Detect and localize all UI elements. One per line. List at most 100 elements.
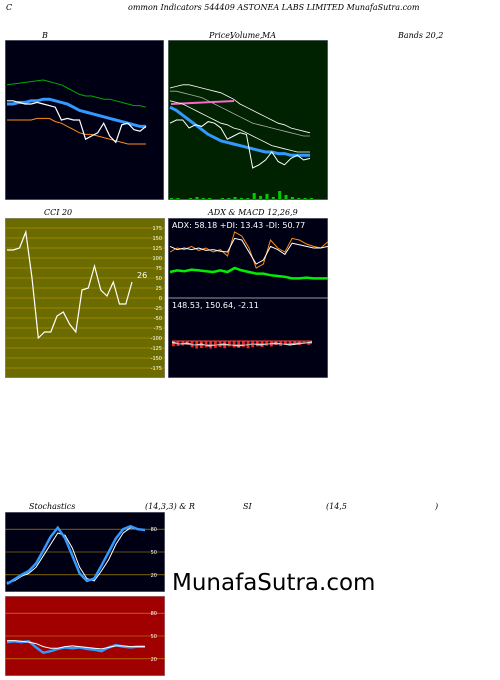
- osc-tick-label: 80: [151, 611, 157, 617]
- ma-label: MA: [262, 31, 276, 40]
- volume-bar: [189, 198, 193, 199]
- stoch-lines: [6, 524, 146, 585]
- adx-orange-line: [169, 231, 328, 269]
- osc-tick-label: 20: [151, 657, 157, 663]
- volume-bar: [290, 197, 294, 199]
- volume-bar: [176, 198, 180, 199]
- macd-panel: 148.53, 150.64, -2.11: [168, 298, 328, 378]
- macd-bars: [171, 340, 313, 349]
- volume-bar: [303, 198, 307, 199]
- price-label: Price,: [209, 31, 233, 40]
- cci-tick-label: -100: [151, 336, 162, 342]
- macd-signal-line: [171, 342, 312, 346]
- cci-tick-label: 75: [156, 266, 162, 272]
- macd-hist-bar: [214, 341, 217, 348]
- cci-tick-label: -125: [151, 346, 162, 352]
- cci-tick-label: -75: [154, 326, 162, 332]
- osc-tick-label: 50: [151, 550, 157, 556]
- macd-hist-bar: [242, 341, 245, 347]
- stoch-label: Stochastics: [29, 502, 76, 511]
- stoch-params: (14,3,3) & R: [145, 502, 195, 511]
- adx-lines: [169, 231, 328, 280]
- volume-bar: [195, 197, 199, 199]
- volume-bar: [284, 195, 288, 199]
- stoch-d-line: [6, 524, 146, 585]
- cci-line: 26: [7, 229, 147, 340]
- price-ma-bg: [168, 40, 328, 200]
- macd-hist-bar: [293, 341, 297, 345]
- volume-bar: [271, 197, 275, 199]
- cci-series-line: [7, 229, 133, 340]
- rsi-avg-line: [7, 640, 145, 650]
- adx-panel: ADX: 58.18 +DI: 13.43 -DI: 50.77: [168, 218, 328, 298]
- volume-bar: [233, 197, 237, 199]
- volume-bar: [240, 198, 243, 199]
- volume-label: Volume,: [230, 31, 263, 40]
- volume-bar: [246, 198, 250, 199]
- volume-bar: [265, 194, 269, 199]
- volume-bar: [170, 198, 173, 199]
- bollinger-lines: [6, 79, 147, 145]
- cci-tick-label: -150: [151, 356, 162, 362]
- volume-bar: [259, 196, 263, 199]
- cci-label: CCI 20: [44, 208, 73, 217]
- volume-bar: [227, 198, 231, 199]
- price-ma-lines: [169, 84, 311, 169]
- cci-grid: 175 150 125 100 75 50 25 0 -25 -50 -75 -100 -125 -150…: [5, 226, 165, 372]
- rsi-label: SI: [243, 502, 252, 511]
- volume-bars: [170, 191, 313, 199]
- volume-bar: [208, 198, 212, 199]
- macd-hist-bar: [265, 341, 269, 346]
- brand-watermark: MunafaSutra.com: [172, 570, 376, 596]
- middle-band-line: [7, 97, 146, 128]
- bollinger-panel: [5, 40, 164, 200]
- macd-hist-bar: [204, 341, 208, 348]
- ma-line-3: [169, 100, 310, 153]
- macd-readout: 148.53, 150.64, -2.11: [172, 301, 259, 310]
- adx-macd-label: ADX & MACD 12,26,9: [208, 208, 298, 217]
- ma-line-2: [170, 90, 310, 137]
- volume-bar: [220, 198, 224, 199]
- cci-tick-label: 50: [156, 276, 162, 282]
- upper-band-line: [6, 79, 147, 108]
- rsi-params: (14,5: [326, 502, 347, 511]
- volume-bar: [297, 198, 301, 199]
- cci-tick-label: 25: [156, 286, 162, 292]
- osc-tick-label: 80: [151, 527, 157, 533]
- rsi-lines: [6, 639, 145, 655]
- adx-readout: ADX: 58.18 +DI: 13.43 -DI: 50.77: [172, 221, 305, 230]
- price-line: [169, 119, 311, 169]
- price-line: [7, 100, 147, 144]
- lower-band-line: [7, 117, 146, 145]
- macd-bg: [168, 298, 328, 378]
- bands-label: Bands 20,2: [398, 31, 444, 40]
- header-c: C: [6, 3, 13, 12]
- adx-white-line: [169, 237, 328, 265]
- stoch-panel: 80 50 20: [5, 512, 165, 592]
- macd-hist-bar: [232, 341, 236, 348]
- osc-tick-label: 50: [151, 634, 157, 640]
- cci-tick-label: 100: [152, 256, 162, 262]
- price-ma-panel: [168, 40, 328, 200]
- cci-tick-label: -175: [151, 366, 162, 372]
- adx-bg: [168, 218, 328, 298]
- osc-tick-label: 20: [151, 573, 157, 579]
- macd-hist-bar: [284, 341, 287, 345]
- rsi-panel: 80 50 20: [5, 596, 165, 676]
- macd-hist-bar: [288, 341, 292, 346]
- stoch-k-line: [6, 527, 146, 583]
- cci-tick-label: 175: [152, 226, 162, 232]
- volume-bar: [252, 193, 256, 199]
- cci-tick-label: -50: [154, 316, 162, 322]
- cci-tick-label: 125: [152, 246, 162, 252]
- cci-tick-label: 0: [159, 296, 162, 302]
- cci-panel: 175 150 125 100 75 50 25 0 -25 -50 -75 -100 -125 -150…: [5, 218, 165, 378]
- rsi-grid: 80 50 20: [5, 611, 165, 663]
- ma-line-blue: [169, 105, 310, 157]
- bollinger-label: B: [42, 31, 48, 40]
- cci-last-label: 26: [137, 271, 147, 280]
- rsi-close: ): [435, 502, 439, 511]
- cci-tick-label: -25: [154, 306, 162, 312]
- adx-green-line: [169, 266, 328, 280]
- macd-hist-bar: [228, 341, 231, 347]
